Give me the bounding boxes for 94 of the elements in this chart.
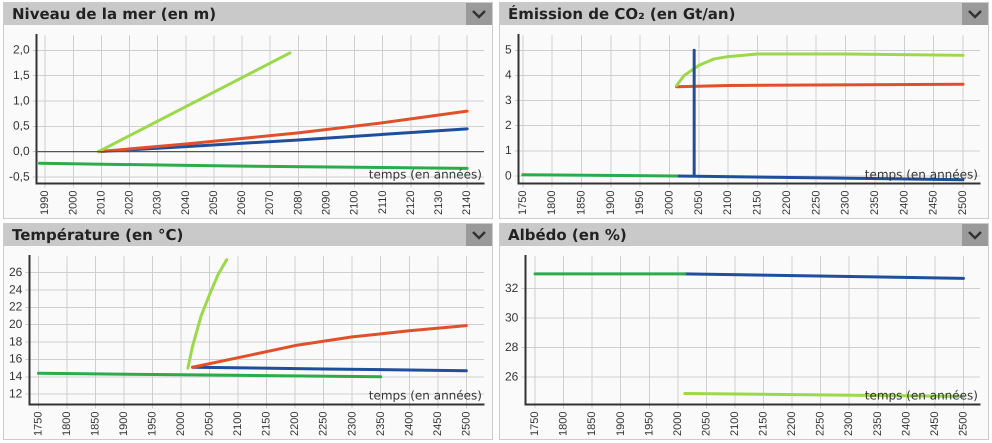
x-axis-title: temps (en années) — [368, 388, 482, 403]
y-tick-label: 0,0 — [12, 144, 30, 158]
x-tick-label: 2050 — [700, 412, 712, 436]
x-tick-label: 1990 — [39, 190, 52, 216]
x-tick-label: 2350 — [868, 190, 881, 216]
x-axis-title: temps (en années) — [368, 168, 482, 182]
y-tick-label: 0 — [504, 168, 512, 182]
x-tick-label: 1850 — [90, 412, 102, 436]
x-tick-label: 1900 — [614, 412, 627, 436]
x-tick-label: 1800 — [61, 412, 74, 436]
y-tick-label: 2,0 — [12, 42, 30, 57]
x-tick-label: 1750 — [32, 412, 45, 436]
y-tick-label: 26 — [8, 264, 23, 279]
x-tick-label: 2250 — [814, 412, 827, 436]
x-tick-label: 2000 — [664, 190, 676, 216]
x-tick-label: 2000 — [67, 190, 80, 216]
x-tick-label: 2300 — [843, 412, 856, 436]
y-tick-label: 26 — [504, 370, 519, 384]
chart-title: Niveau de la mer (en m) — [11, 5, 216, 23]
x-tick-label: 1850 — [586, 412, 598, 436]
x-tick-label: 1750 — [516, 190, 529, 216]
x-tick-label: 2100 — [232, 412, 244, 436]
x-tick-label: 1950 — [634, 190, 646, 216]
x-tick-label: 2400 — [403, 412, 416, 436]
y-tick-label: 20 — [8, 317, 23, 332]
x-tick-label: 2000 — [672, 412, 684, 436]
y-tick-label: 24 — [8, 282, 23, 296]
y-tick-label: 3 — [504, 92, 512, 107]
x-tick-label: 2030 — [152, 190, 164, 216]
y-tick-label: 1,5 — [12, 68, 30, 82]
x-tick-label: 2500 — [957, 412, 970, 436]
y-tick-label: 30 — [504, 310, 519, 324]
x-tick-label: 2040 — [180, 190, 192, 216]
x-tick-label: 2350 — [374, 412, 387, 436]
y-tick-label: 5 — [504, 42, 512, 57]
x-tick-label: 2300 — [840, 190, 852, 216]
x-tick-label: 1950 — [146, 412, 159, 436]
x-tick-label: 2500 — [957, 190, 970, 216]
y-tick-label: 4 — [504, 68, 512, 82]
x-tick-label: 2070 — [264, 190, 276, 216]
x-tick-label: 2250 — [318, 412, 330, 436]
x-tick-label: 2200 — [289, 412, 302, 436]
x-tick-label: 2250 — [810, 190, 822, 216]
y-tick-label: -0,5 — [8, 169, 30, 184]
x-tick-label: 1900 — [604, 190, 617, 216]
x-tick-label: 1800 — [558, 412, 570, 436]
x-tick-label: 1800 — [546, 190, 558, 216]
x-tick-label: 2120 — [404, 190, 417, 216]
x-tick-label: 2020 — [124, 190, 136, 216]
x-tick-label: 2010 — [95, 190, 108, 216]
x-tick-label: 2100 — [348, 190, 361, 216]
y-tick-label: 2 — [504, 118, 512, 132]
x-tick-label: 2200 — [780, 190, 793, 216]
x-tick-label: 2080 — [292, 190, 304, 216]
x-tick-label: 2110 — [376, 190, 389, 214]
x-tick-label: 2050 — [204, 412, 216, 436]
x-tick-label: 2000 — [175, 412, 188, 436]
x-tick-label: 2450 — [928, 412, 941, 436]
x-tick-label: 2350 — [872, 412, 884, 436]
x-tick-label: 2450 — [928, 190, 940, 216]
y-tick-label: 32 — [504, 280, 519, 295]
x-tick-label: 2150 — [752, 190, 764, 216]
x-tick-label: 2100 — [722, 190, 734, 216]
y-tick-label: 14 — [8, 369, 23, 384]
x-tick-label: 2200 — [786, 412, 798, 436]
x-tick-label: 1850 — [576, 190, 588, 216]
x-tick-label: 2450 — [432, 412, 444, 436]
x-tick-label: 2140 — [461, 190, 474, 216]
y-tick-label: 1,0 — [12, 93, 30, 108]
x-tick-label: 1950 — [643, 412, 656, 436]
y-tick-label: 18 — [8, 334, 23, 348]
chart-title: Albédo (en %) — [507, 226, 627, 244]
chart-title: Température (en °C) — [11, 226, 184, 244]
y-tick-label: 28 — [504, 340, 519, 354]
x-tick-label: 2500 — [460, 412, 472, 436]
x-tick-label: 2130 — [433, 190, 446, 216]
x-tick-label: 2050 — [208, 190, 220, 216]
x-tick-label: 2050 — [692, 190, 705, 216]
x-tick-label: 2150 — [260, 412, 273, 436]
y-tick-label: 0,5 — [12, 118, 30, 133]
x-tick-label: 2400 — [898, 190, 910, 216]
y-tick-label: 16 — [8, 352, 23, 366]
x-tick-label: 2400 — [900, 412, 912, 436]
x-tick-label: 2060 — [236, 190, 248, 216]
x-tick-label: 2100 — [729, 412, 741, 436]
y-tick-label: 22 — [8, 300, 23, 314]
x-tick-label: 2090 — [320, 190, 332, 216]
x-tick-label: 2300 — [346, 412, 358, 436]
y-tick-label: 12 — [8, 386, 23, 400]
y-tick-label: 1 — [504, 143, 512, 158]
x-tick-label: 1900 — [118, 412, 130, 436]
x-tick-label: 1750 — [529, 412, 542, 436]
x-tick-label: 2150 — [758, 412, 770, 436]
chart-title: Émission de CO₂ (en Gt/an) — [507, 5, 736, 23]
